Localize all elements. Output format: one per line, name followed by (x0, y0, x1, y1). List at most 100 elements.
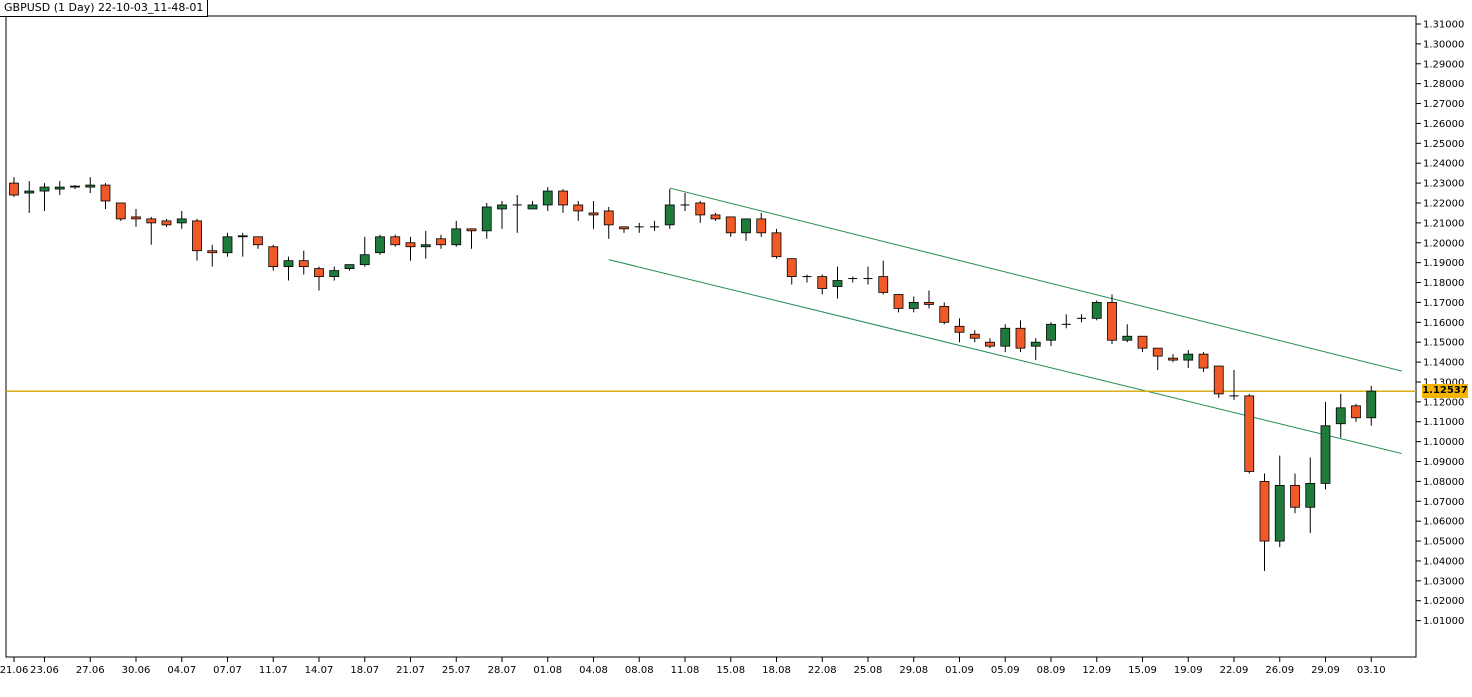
candle[interactable] (1290, 473, 1300, 514)
candle[interactable] (1183, 350, 1194, 369)
candle[interactable] (603, 206, 614, 239)
candle[interactable] (1320, 401, 1331, 490)
candle[interactable] (115, 202, 126, 221)
channel-line-1[interactable] (669, 187, 1402, 372)
candle[interactable] (802, 274, 812, 283)
candle[interactable] (1198, 352, 1209, 373)
candle[interactable] (100, 183, 111, 209)
candle[interactable] (1122, 324, 1133, 343)
candle[interactable] (329, 266, 340, 281)
candle[interactable] (268, 244, 279, 271)
candle[interactable] (1152, 347, 1163, 371)
candle[interactable] (24, 181, 35, 213)
candle[interactable] (1274, 455, 1285, 548)
candle[interactable] (985, 338, 995, 349)
candle[interactable] (527, 200, 538, 210)
candle[interactable] (405, 236, 416, 261)
candle[interactable] (817, 274, 828, 295)
candle[interactable] (466, 228, 477, 249)
candle[interactable] (771, 228, 782, 259)
candle[interactable] (375, 234, 385, 255)
candle[interactable] (85, 177, 96, 194)
candle[interactable] (1168, 354, 1178, 363)
bullish-candle-body (1091, 302, 1102, 319)
candle[interactable] (634, 222, 644, 233)
candle[interactable] (1107, 294, 1117, 345)
candle[interactable] (878, 260, 889, 295)
candle[interactable] (253, 236, 263, 249)
x-tick-label: 01.08 (533, 665, 562, 676)
candle[interactable] (832, 266, 843, 299)
candle[interactable] (497, 200, 507, 229)
candle[interactable] (1077, 314, 1086, 323)
candle[interactable] (908, 296, 919, 313)
candle[interactable] (70, 185, 80, 190)
candle[interactable] (222, 232, 233, 257)
candle[interactable] (207, 244, 218, 267)
candle[interactable] (298, 250, 309, 275)
candle[interactable] (588, 200, 599, 229)
candle[interactable] (954, 318, 965, 343)
candle[interactable] (1015, 320, 1026, 353)
candle[interactable] (1335, 393, 1346, 438)
candle[interactable] (1046, 322, 1056, 347)
candle[interactable] (344, 264, 355, 271)
candle[interactable] (1229, 370, 1239, 400)
candle[interactable] (481, 202, 492, 239)
candle[interactable] (1305, 457, 1316, 534)
candle[interactable] (1351, 403, 1361, 422)
candle[interactable] (848, 276, 858, 283)
candle[interactable] (1213, 365, 1224, 398)
candle[interactable] (451, 220, 462, 247)
candle[interactable] (939, 302, 950, 325)
candle[interactable] (146, 216, 157, 245)
candle[interactable] (131, 208, 141, 227)
candle[interactable] (664, 189, 675, 229)
candle[interactable] (1244, 393, 1255, 474)
candle[interactable] (680, 193, 690, 211)
candle[interactable] (542, 187, 553, 211)
candle[interactable] (1366, 385, 1377, 426)
candle[interactable] (924, 290, 934, 309)
candle[interactable] (1259, 473, 1270, 571)
candle[interactable] (39, 183, 50, 211)
candle[interactable] (512, 195, 522, 233)
candle[interactable] (650, 220, 659, 231)
candle[interactable] (969, 330, 980, 343)
candle[interactable] (710, 212, 721, 221)
candle[interactable] (863, 266, 873, 285)
candle[interactable] (161, 218, 172, 227)
candle[interactable] (1061, 314, 1071, 329)
candle[interactable] (283, 256, 294, 281)
candle[interactable] (1091, 300, 1102, 321)
candle[interactable] (54, 181, 65, 196)
candle[interactable] (359, 236, 370, 267)
candle[interactable] (9, 177, 19, 198)
candle[interactable] (786, 258, 797, 285)
channel-line-2[interactable] (608, 259, 1402, 455)
candle[interactable] (436, 234, 446, 249)
candle[interactable] (420, 230, 431, 259)
candle[interactable] (192, 218, 202, 261)
candle[interactable] (725, 216, 736, 237)
x-tick-label: 12.09 (1082, 665, 1111, 676)
candle[interactable] (314, 266, 324, 291)
candle[interactable] (756, 212, 767, 237)
candle[interactable] (390, 234, 401, 247)
x-tick-label: 25.08 (854, 665, 883, 676)
bearish-candle-body (1137, 335, 1148, 349)
y-tick-label: 1.24000 (1423, 159, 1464, 170)
candle[interactable] (176, 210, 187, 229)
candle[interactable] (237, 232, 248, 257)
candle[interactable] (619, 226, 629, 233)
candle[interactable] (695, 200, 706, 223)
candle[interactable] (893, 294, 904, 313)
candle[interactable] (573, 200, 584, 221)
candle[interactable] (1000, 324, 1011, 353)
candle[interactable] (741, 218, 751, 241)
candle[interactable] (1030, 338, 1041, 361)
y-tick-label: 1.14000 (1423, 358, 1464, 369)
candle[interactable] (1137, 335, 1148, 353)
candle[interactable] (558, 189, 568, 213)
